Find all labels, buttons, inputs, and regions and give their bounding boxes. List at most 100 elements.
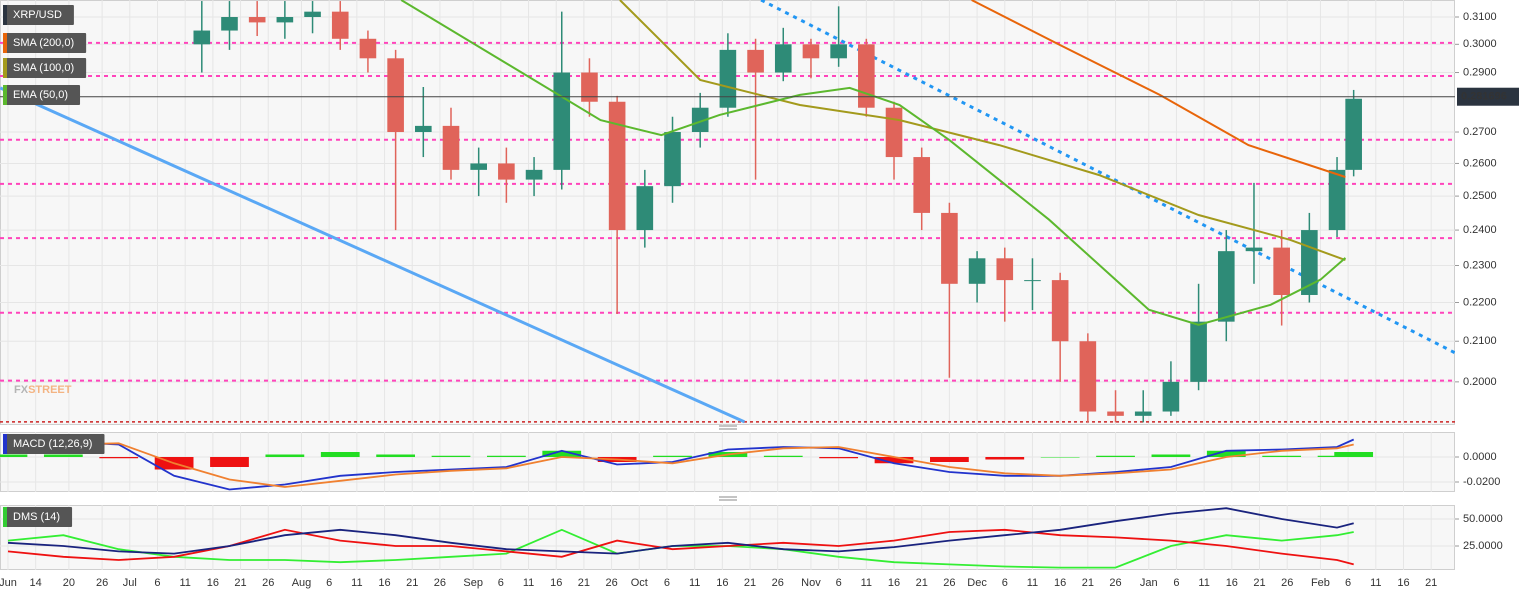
legend-label: SMA (200,0) [13, 37, 74, 49]
candle-body [193, 30, 211, 45]
watermark-part: STREET [28, 384, 72, 396]
histogram-bar [542, 450, 582, 457]
candle-body [747, 49, 764, 73]
candle-body [1051, 280, 1069, 342]
x-tick-label: Jan [1140, 577, 1158, 589]
x-tick-label: Dec [967, 577, 987, 589]
x-tick-label: 26 [605, 577, 617, 589]
x-tick-label: 21 [578, 577, 590, 589]
line [7, 528, 1354, 569]
histogram-bar [874, 457, 914, 464]
candle-body [387, 58, 404, 133]
candle-body [1079, 341, 1097, 412]
x-tick-label: Jul [123, 577, 137, 589]
x-tick-label: 11 [179, 577, 190, 589]
line [7, 438, 1355, 491]
legend-label: XRP/USD [13, 9, 62, 21]
histogram-bar [985, 457, 1025, 460]
watermark-part: FX [14, 384, 29, 396]
candle-body [1107, 411, 1124, 416]
candle-body [304, 11, 321, 18]
histogram-bar [1096, 455, 1135, 457]
candle-body [1245, 247, 1263, 252]
candle-body [858, 44, 875, 108]
candle-body [525, 169, 543, 180]
y-tick-label: 0.2500 [1463, 190, 1497, 202]
histogram-bar [99, 457, 139, 459]
histogram-bar [1262, 455, 1302, 457]
candle-body [1217, 251, 1235, 322]
x-tick-label: 11 [351, 577, 362, 589]
y-tick-label: 0.2900 [1463, 66, 1497, 78]
y-tick-label: 0.2200 [1463, 296, 1497, 308]
line [760, 0, 1455, 355]
x-tick-label: 6 [1173, 577, 1179, 589]
candle-body [774, 44, 792, 73]
x-tick-label: 16 [1226, 577, 1238, 589]
legend-box [3, 507, 73, 527]
legend-label: EMA (50,0) [13, 89, 68, 101]
legend-box [3, 58, 87, 78]
legend-box [3, 33, 87, 53]
y-tick-label: 0.2400 [1463, 224, 1497, 236]
histogram-bar [210, 457, 249, 467]
legend-swatch [3, 507, 7, 527]
histogram-bar [43, 454, 83, 457]
histogram-bar [1206, 450, 1246, 457]
x-tick-label: 14 [30, 577, 42, 589]
candle-body [636, 186, 654, 231]
x-tick-label: 21 [234, 577, 246, 589]
candle-body [248, 17, 266, 23]
x-tick-label: Sep [463, 577, 483, 589]
x-tick-label: Nov [801, 577, 821, 589]
line [7, 507, 1354, 555]
x-tick-label: 26 [772, 577, 784, 589]
candle-body [885, 107, 903, 158]
y-tick-label: 50.0000 [1463, 513, 1503, 525]
legend-box [3, 5, 74, 25]
x-tick-label: 21 [744, 577, 756, 589]
candle-body [1328, 169, 1346, 231]
line [7, 442, 1354, 488]
candle-body [968, 258, 986, 284]
x-tick-label: 16 [716, 577, 728, 589]
candle-body [664, 132, 681, 187]
candle-body [996, 258, 1014, 281]
x-tick-label: 16 [207, 577, 219, 589]
legend-swatch [3, 434, 7, 454]
candle-body [442, 125, 460, 170]
line [971, 0, 1346, 178]
x-tick-label: 16 [550, 577, 562, 589]
histogram-bar [1334, 452, 1374, 457]
panel-divider [719, 425, 737, 501]
x-tick-label: 26 [262, 577, 274, 589]
plot-area [0, 432, 1455, 492]
candle-body [941, 212, 958, 284]
x-tick-label: 6 [326, 577, 332, 589]
last-price-box [1457, 87, 1519, 106]
x-tick-label: 16 [1054, 577, 1066, 589]
histogram-bar [1151, 454, 1191, 457]
x-tick-label: 26 [943, 577, 955, 589]
plot-area [0, 0, 1455, 425]
histogram-bar [486, 455, 526, 457]
x-tick-label: 16 [888, 577, 900, 589]
x-tick-label: 11 [1370, 577, 1381, 589]
candle-body [221, 17, 238, 31]
x-tick-label: 26 [1109, 577, 1121, 589]
legend-box [3, 434, 105, 454]
x-tick-label: 11 [861, 577, 872, 589]
candle-body [276, 17, 294, 23]
x-tick-label: 21 [406, 577, 418, 589]
x-tick-label: 6 [1345, 577, 1351, 589]
candle-body [470, 163, 487, 170]
x-tick-label: Jun [0, 577, 17, 589]
candle-body [830, 44, 847, 59]
y-tick-label: -0.0200 [1463, 476, 1500, 488]
x-tick-label: 11 [1198, 577, 1209, 589]
x-tick-label: 16 [378, 577, 390, 589]
histogram-bar [653, 455, 692, 457]
y-tick-label: 0.2100 [1463, 335, 1497, 347]
x-tick-label: Oct [631, 577, 648, 589]
